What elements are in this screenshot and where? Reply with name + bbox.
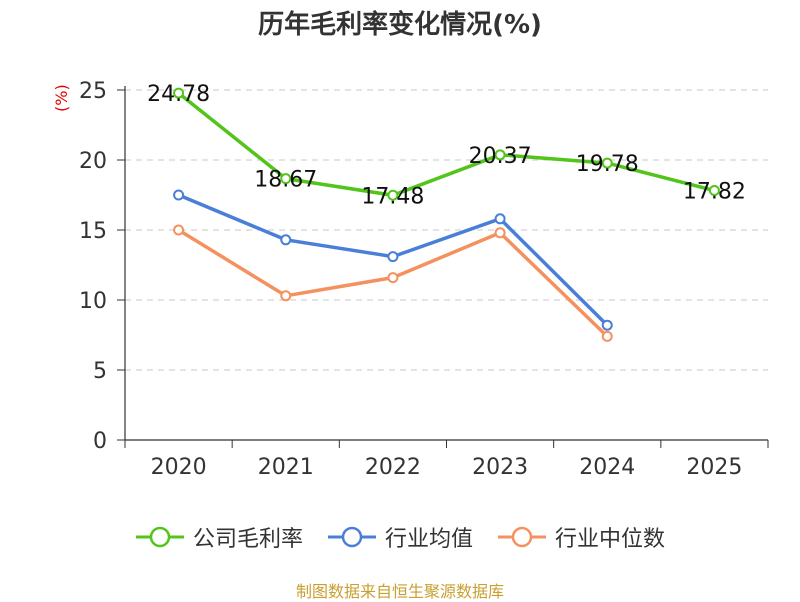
y-tick-label: 20 (79, 149, 107, 174)
data-point (280, 234, 292, 246)
legend-label: 行业均值 (384, 527, 473, 552)
data-label: 17.82 (683, 180, 746, 205)
data-label: 20.37 (469, 144, 532, 169)
data-source-note: 制图数据来自恒生聚源数据库 (295, 582, 504, 601)
data-label: 19.78 (576, 152, 639, 177)
legend-label: 公司毛利率 (192, 527, 303, 552)
x-tick-label: 2023 (472, 455, 528, 480)
legend-item[interactable]: 行业中位数 (497, 519, 665, 555)
data-label: 18.67 (254, 168, 317, 193)
x-tick-label: 2021 (258, 455, 314, 480)
x-tick-label: 2022 (365, 455, 421, 480)
data-label: 24.78 (147, 82, 210, 107)
legend-item[interactable]: 行业均值 (327, 519, 473, 555)
series-line (177, 228, 609, 338)
data-point (173, 189, 185, 201)
x-tick-label: 2024 (579, 455, 635, 480)
data-point (280, 173, 292, 185)
legend-marker-icon (327, 526, 376, 548)
data-point (494, 227, 506, 239)
data-point (280, 290, 292, 302)
legend-item[interactable]: 公司毛利率 (135, 519, 303, 555)
data-label: 17.48 (361, 184, 424, 209)
data-point (387, 189, 399, 201)
legend-marker-icon (498, 526, 546, 548)
y-tick-label: 10 (79, 289, 107, 314)
y-tick-label: 5 (93, 359, 107, 384)
data-point (173, 87, 185, 99)
y-tick-label: 25 (79, 79, 107, 104)
legend-label: 行业中位数 (555, 527, 666, 552)
data-point (173, 224, 185, 236)
series-line (177, 91, 715, 198)
x-tick-label: 2025 (686, 455, 742, 480)
data-point (387, 272, 399, 284)
data-point (494, 149, 506, 161)
chart-title: 历年毛利率变化情况(%) (258, 10, 542, 40)
data-point (494, 213, 506, 225)
data-point (387, 251, 399, 263)
x-tick-label: 2020 (151, 455, 207, 480)
y-tick-label: 0 (93, 429, 107, 454)
data-point (601, 330, 613, 342)
data-point (601, 319, 613, 331)
data-point (601, 157, 613, 169)
y-tick-label: 15 (79, 219, 107, 244)
legend-marker-icon (135, 526, 184, 548)
data-point (708, 185, 720, 197)
chart-legend: 公司毛利率 行业均值 行业中位数 (0, 519, 800, 555)
